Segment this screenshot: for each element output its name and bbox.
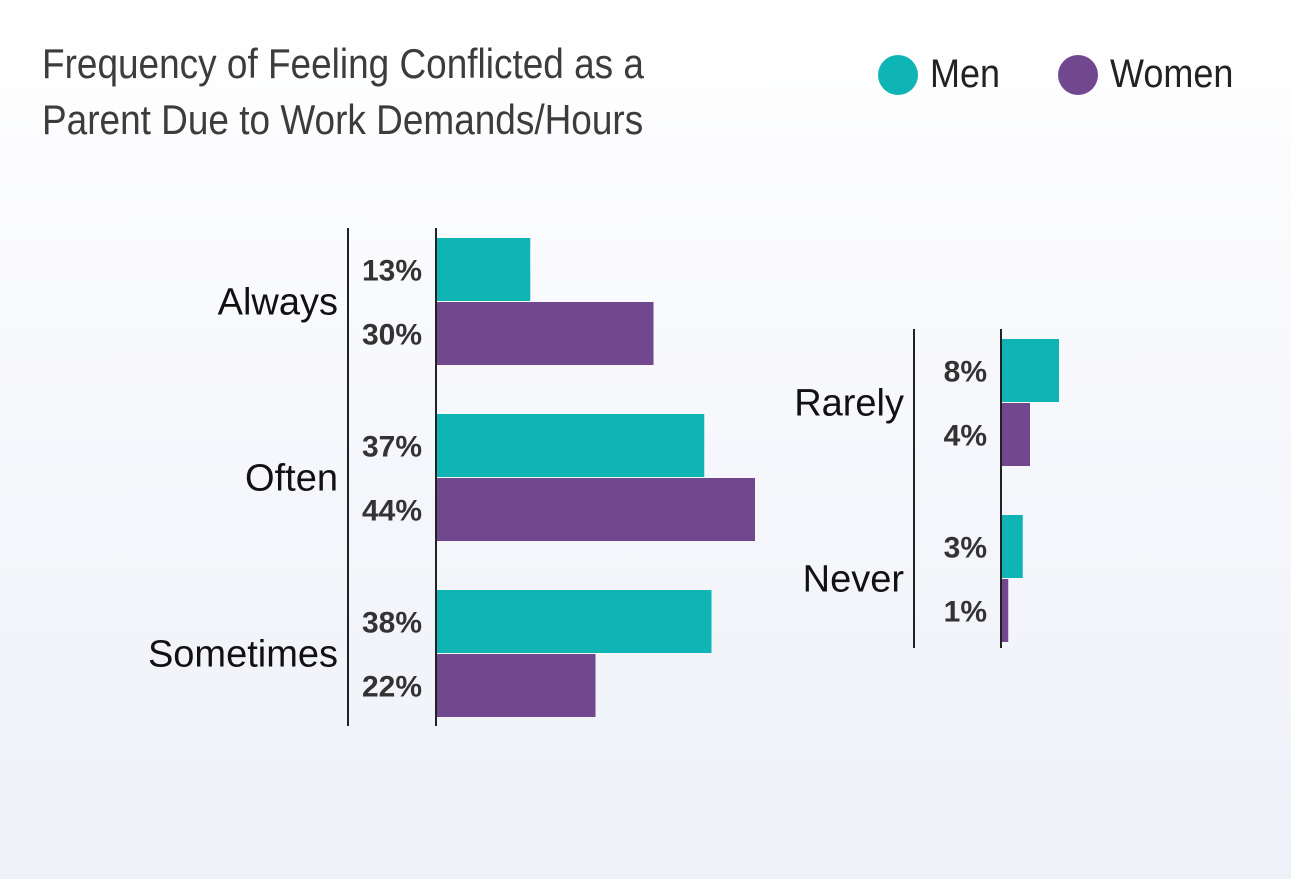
category-label-sometimes: Sometimes	[148, 634, 338, 676]
bar-rarely-men	[1001, 339, 1059, 402]
bar-often-women	[436, 478, 755, 541]
chart-title: Frequency of Feeling Conflicted as a Par…	[42, 36, 711, 148]
value-label-sometimes-women: 22%	[362, 671, 422, 704]
value-label-rarely-women: 4%	[944, 420, 987, 453]
value-label-often-women: 44%	[362, 495, 422, 528]
bar-often-men	[436, 414, 705, 477]
chart-legend: Men Women	[878, 52, 1247, 97]
category-label-always: Always	[218, 282, 338, 324]
value-label-always-men: 13%	[362, 255, 422, 288]
legend-label-women: Women	[1109, 52, 1234, 96]
value-label-sometimes-men: 38%	[362, 607, 422, 640]
legend-label-men: Men	[930, 52, 1001, 96]
bar-sometimes-women	[436, 654, 596, 717]
legend-swatch-women	[1057, 54, 1098, 95]
bar-never-men	[1001, 515, 1023, 578]
bar-never-women	[1001, 579, 1009, 642]
chart-title-line-2: Parent Due to Work Demands/Hours	[42, 96, 644, 143]
legend-swatch-men	[878, 54, 918, 95]
bar-sometimes-men	[436, 590, 712, 653]
value-label-never-men: 3%	[944, 532, 987, 565]
value-label-never-women: 1%	[944, 596, 987, 629]
legend-item-women: Women	[1057, 52, 1247, 97]
category-label-often: Often	[245, 458, 338, 500]
value-label-always-women: 30%	[362, 319, 422, 352]
value-label-rarely-men: 8%	[944, 356, 987, 389]
chart-title-line-1: Frequency of Feeling Conflicted as a	[42, 40, 644, 87]
category-label-rarely: Rarely	[794, 383, 904, 425]
category-label-never: Never	[803, 559, 905, 601]
value-label-often-men: 37%	[362, 431, 422, 464]
bar-always-men	[436, 238, 531, 301]
bar-rarely-women	[1001, 403, 1030, 466]
legend-item-men: Men	[878, 52, 1008, 97]
bar-always-women	[436, 302, 654, 365]
